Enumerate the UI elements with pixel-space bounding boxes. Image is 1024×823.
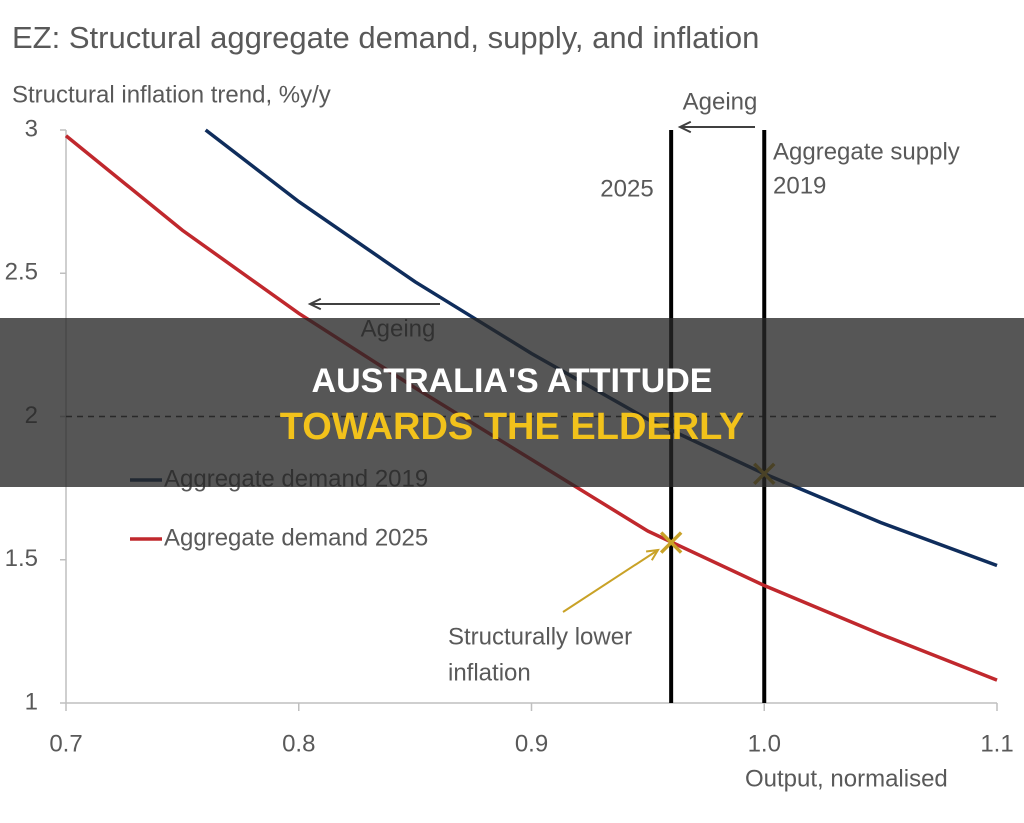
annotation: inflation (448, 659, 531, 686)
annotation: Ageing (683, 88, 758, 115)
annotation: Structurally lower (448, 623, 632, 650)
legend-label: Aggregate demand 2025 (164, 524, 428, 551)
x-axis-label: Output, normalised (745, 765, 948, 792)
y-tick-label: 3 (25, 115, 38, 142)
inflation-arrow-head (645, 548, 660, 561)
supply-label: 2019 (773, 172, 826, 199)
banner (0, 318, 1024, 487)
banner-title: AUSTRALIA'S ATTITUDE (312, 362, 713, 400)
y-axis-label: Structural inflation trend, %y/y (12, 81, 331, 108)
x-tick-label: 1.0 (748, 730, 781, 757)
intersection-marker (659, 531, 683, 554)
y-tick-label: 2.5 (5, 259, 38, 286)
supply-label: 2025 (600, 175, 653, 202)
x-tick-label: 0.8 (282, 730, 315, 757)
x-tick-label: 0.9 (515, 730, 548, 757)
inflation-arrow (562, 549, 659, 613)
y-tick-label: 1 (25, 688, 38, 715)
ageing-arrow-head (677, 120, 692, 134)
x-tick-label: 0.7 (49, 730, 82, 757)
y-tick-label: 1.5 (5, 545, 38, 572)
supply-label: Aggregate supply (773, 138, 960, 165)
chart-title: EZ: Structural aggregate demand, supply,… (12, 20, 759, 55)
x-tick-label: 1.1 (980, 730, 1013, 757)
banner-title: TOWARDS THE ELDERLY (280, 406, 745, 448)
ageing-arrow-head (307, 297, 322, 311)
